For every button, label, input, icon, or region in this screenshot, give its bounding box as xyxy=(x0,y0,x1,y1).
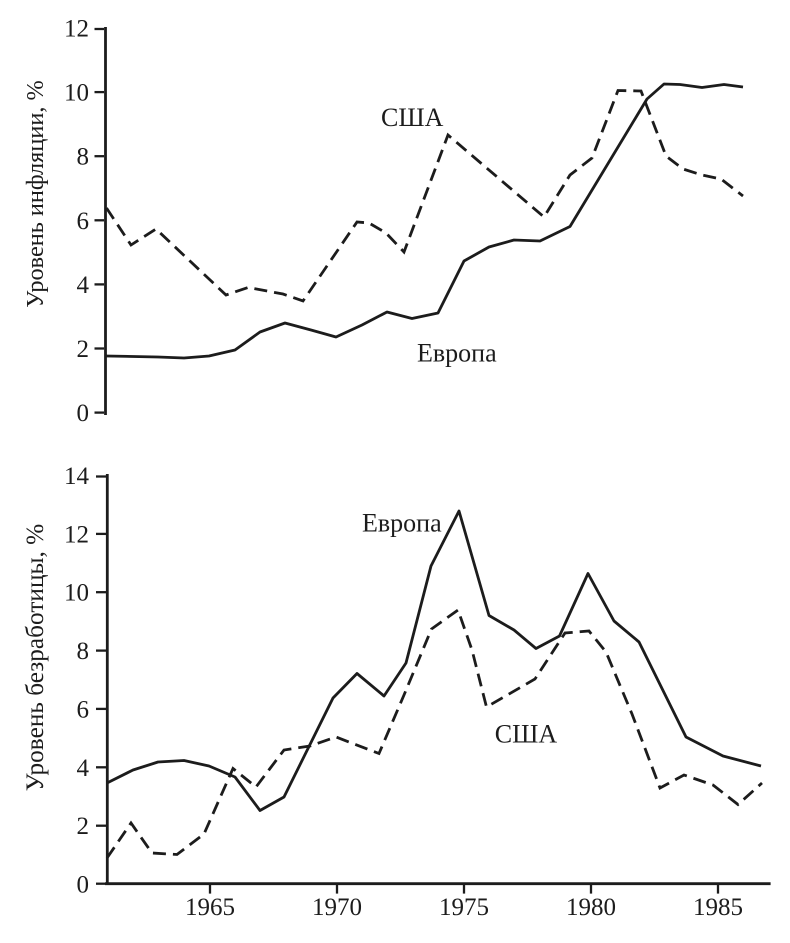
svg-text:1970: 1970 xyxy=(312,894,362,921)
svg-text:Уровень инфляции, %: Уровень инфляции, % xyxy=(22,80,49,307)
svg-text:8: 8 xyxy=(77,638,90,665)
svg-text:6: 6 xyxy=(77,696,90,723)
svg-text:0: 0 xyxy=(77,400,90,427)
svg-text:8: 8 xyxy=(77,144,90,171)
svg-text:6: 6 xyxy=(77,208,90,235)
svg-text:1980: 1980 xyxy=(566,894,616,921)
svg-text:1985: 1985 xyxy=(693,894,743,921)
svg-text:10: 10 xyxy=(64,80,89,107)
svg-text:1965: 1965 xyxy=(185,894,235,921)
svg-text:Уровень безработицы, %: Уровень безработицы, % xyxy=(21,524,49,791)
svg-text:0: 0 xyxy=(77,872,90,899)
svg-text:Европа: Европа xyxy=(362,509,442,538)
svg-text:США: США xyxy=(381,103,444,132)
svg-text:14: 14 xyxy=(64,463,90,490)
svg-text:12: 12 xyxy=(64,16,89,43)
svg-text:1975: 1975 xyxy=(439,894,489,921)
svg-text:12: 12 xyxy=(64,521,89,548)
svg-text:2: 2 xyxy=(77,813,90,840)
svg-text:10: 10 xyxy=(64,580,89,607)
svg-text:Европа: Европа xyxy=(417,339,497,368)
svg-text:4: 4 xyxy=(77,755,90,782)
svg-text:4: 4 xyxy=(77,272,90,299)
svg-text:США: США xyxy=(495,720,558,749)
svg-text:2: 2 xyxy=(77,336,90,363)
